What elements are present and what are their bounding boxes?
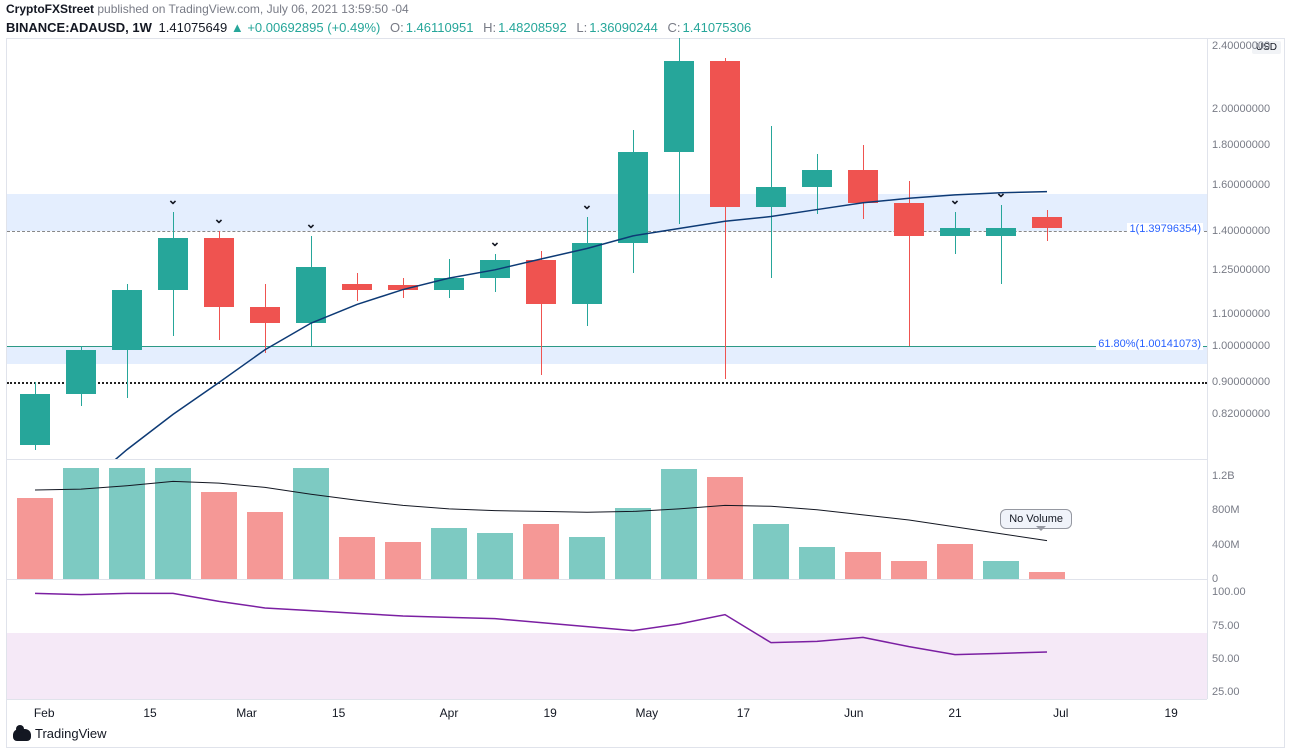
chart-root[interactable]: 1(1.39796354)61.80%(1.00141073)⌄⌄⌄⌄⌄⌄⌄ N… [6, 38, 1285, 748]
time-tick: Feb [34, 706, 55, 720]
time-tick: 19 [544, 706, 557, 720]
volume-tick: 400M [1212, 539, 1240, 551]
author: CryptoFXStreet [6, 2, 94, 16]
volume-panel[interactable]: No Volume [7, 459, 1207, 579]
price-tick: 0.90000000 [1212, 376, 1270, 388]
volume-tick: 1.2B [1212, 470, 1235, 482]
ticker-last: 1.41075649 [159, 20, 228, 35]
price-axis[interactable]: USD 2.400000002.000000001.800000001.6000… [1207, 39, 1285, 459]
ticker-change-pct: (+0.49%) [327, 20, 380, 35]
oscillator-panel[interactable] [7, 579, 1207, 699]
time-tick: 15 [143, 706, 156, 720]
osc-tick: 75.00 [1212, 620, 1240, 632]
time-tick: Jun [844, 706, 863, 720]
ticker-symbol: BINANCE:ADAUSD, 1W [6, 20, 152, 35]
time-tick: 19 [1165, 706, 1178, 720]
ma-line [7, 39, 1207, 459]
oscillator-axis[interactable]: 100.00 75.00 50.00 25.00 [1207, 579, 1285, 699]
price-tick: 2.00000000 [1212, 103, 1270, 115]
price-tick: 2.40000000 [1212, 40, 1270, 52]
ticker-change: +0.00692895 [247, 20, 323, 35]
tradingview-logo[interactable]: TradingView [13, 726, 107, 741]
price-tick: 1.40000000 [1212, 225, 1270, 237]
time-axis[interactable]: Feb 15 Mar 15 Apr 19 May 17 Jun 21 Jul 19 [7, 699, 1207, 747]
volume-tick: 800M [1212, 504, 1240, 516]
no-volume-tooltip: No Volume [1000, 509, 1072, 529]
chart-attribution: CryptoFXStreet published on TradingView.… [6, 2, 409, 16]
price-tick: 1.60000000 [1212, 179, 1270, 191]
price-tick: 1.00000000 [1212, 340, 1270, 352]
oscillator-line [7, 580, 1207, 700]
time-tick: Mar [236, 706, 257, 720]
osc-tick: 50.00 [1212, 653, 1240, 665]
time-tick: May [635, 706, 658, 720]
price-tick: 0.82000000 [1212, 408, 1270, 420]
volume-axis[interactable]: 1.2B800M400M0 [1207, 459, 1285, 579]
time-tick: 17 [737, 706, 750, 720]
osc-tick: 100.00 [1212, 586, 1246, 598]
price-tick: 1.80000000 [1212, 139, 1270, 151]
ticker-arrow: ▲ [231, 20, 244, 35]
osc-tick: 25.00 [1212, 686, 1240, 698]
price-panel[interactable]: 1(1.39796354)61.80%(1.00141073)⌄⌄⌄⌄⌄⌄⌄ [7, 39, 1207, 459]
time-tick: 15 [332, 706, 345, 720]
published-line: published on TradingView.com, July 06, 2… [97, 2, 408, 16]
ticker-row: BINANCE:ADAUSD, 1W 1.41075649 ▲ +0.00692… [6, 20, 751, 35]
price-tick: 1.10000000 [1212, 308, 1270, 320]
time-tick: 21 [948, 706, 961, 720]
price-tick: 1.25000000 [1212, 264, 1270, 276]
time-tick: Jul [1053, 706, 1068, 720]
time-tick: Apr [440, 706, 459, 720]
